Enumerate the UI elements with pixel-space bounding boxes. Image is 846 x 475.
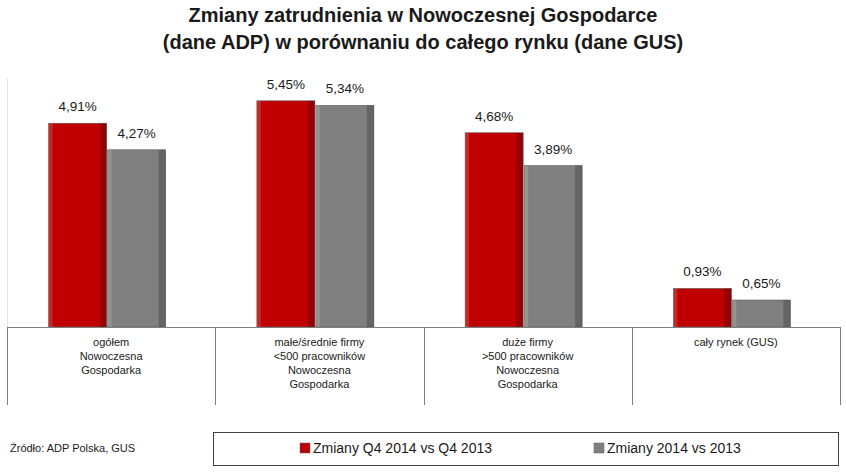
bar-highlight <box>108 150 112 327</box>
bar-shade <box>783 300 790 327</box>
chart-svg: Zmiany zatrudnienia w Nowoczesnej Gospod… <box>0 0 846 475</box>
bar <box>108 150 166 327</box>
category-label-line: Gospodarka <box>498 378 559 390</box>
category-label-line: Nowoczesna <box>288 364 352 376</box>
bar-shade <box>724 288 731 327</box>
bar-shade <box>575 166 582 327</box>
category-label: małe/średnie firmy <500 pracowników Nowocz… <box>274 336 365 390</box>
category-label-line: Nowoczesna <box>80 350 144 362</box>
bar-highlight <box>49 123 53 327</box>
bar-shade <box>100 123 107 327</box>
category-separator <box>632 327 633 405</box>
legend: Zmiany Q4 2014 vs Q4 2013 Zmiany 2014 vs … <box>214 433 839 466</box>
data-label: 0,93% <box>683 264 721 279</box>
category-label-line: małe/średnie firmy <box>274 336 364 348</box>
category-label: cały rynek (GUS) <box>694 336 778 348</box>
category-label-line: Gospodarka <box>81 364 142 376</box>
legend-label: Zmiany 2014 vs 2013 <box>607 440 741 456</box>
category-separator <box>7 327 8 405</box>
legend-label: Zmiany Q4 2014 vs Q4 2013 <box>313 440 492 456</box>
bar <box>673 288 731 327</box>
bar-shade <box>516 133 523 327</box>
y-axis-line <box>7 78 8 327</box>
category-label-line: Nowoczesna <box>496 364 560 376</box>
bar-shade <box>308 101 315 327</box>
bar-highlight <box>673 288 677 327</box>
data-labels: 4,91% 5,45% 4,68% 0,93% 4,27% 5,34% 3,89% 0,65% <box>58 77 780 291</box>
category-label-line: duże firmy <box>502 336 553 348</box>
legend-swatch <box>594 443 604 453</box>
data-label: 3,89% <box>534 142 572 157</box>
bar-shade <box>367 105 374 327</box>
category-label-line: >500 pracowników <box>482 350 573 362</box>
bar <box>257 101 315 327</box>
data-label: 4,68% <box>475 109 513 124</box>
data-label: 4,91% <box>58 99 96 114</box>
source-note: Źródło: ADP Polska, GUS <box>10 442 135 454</box>
chart-title: Zmiany zatrudnienia w Nowoczesnej Gospod… <box>163 4 683 53</box>
legend-swatch <box>300 443 310 453</box>
bar-highlight <box>257 101 261 327</box>
bar-shade <box>159 150 166 327</box>
category-label: ogółem Nowoczesna Gospodarka <box>80 336 144 376</box>
bar-highlight <box>524 166 528 327</box>
bar <box>524 166 582 327</box>
x-axis-line <box>7 327 840 328</box>
data-label: 5,34% <box>326 81 364 96</box>
category-separator <box>215 327 216 405</box>
bars <box>49 101 791 327</box>
legend-box <box>214 433 839 466</box>
data-label: 5,45% <box>267 77 305 92</box>
category-label-line: Gospodarka <box>289 378 350 390</box>
category-label: duże firmy >500 pracowników Nowoczesna Gosp… <box>482 336 573 390</box>
bar-highlight <box>465 133 469 327</box>
category-separator <box>840 327 841 405</box>
title-line: Zmiany zatrudnienia w Nowoczesnej Gospod… <box>189 4 658 26</box>
bar <box>316 105 374 327</box>
category-label-line: cały rynek (GUS) <box>694 336 778 348</box>
bar-highlight <box>732 300 736 327</box>
category-label-line: <500 pracowników <box>274 350 365 362</box>
bar-highlight <box>316 105 320 327</box>
bar <box>49 123 107 327</box>
category-separator <box>424 327 425 405</box>
bar <box>732 300 790 327</box>
data-label: 0,65% <box>742 276 780 291</box>
bar <box>465 133 523 327</box>
category-label-line: ogółem <box>93 336 129 348</box>
title-line: (dane ADP) w porównaniu do całego rynku … <box>163 31 683 53</box>
chart-container: Zmiany zatrudnienia w Nowoczesnej Gospod… <box>0 0 846 475</box>
data-label: 4,27% <box>117 126 155 141</box>
